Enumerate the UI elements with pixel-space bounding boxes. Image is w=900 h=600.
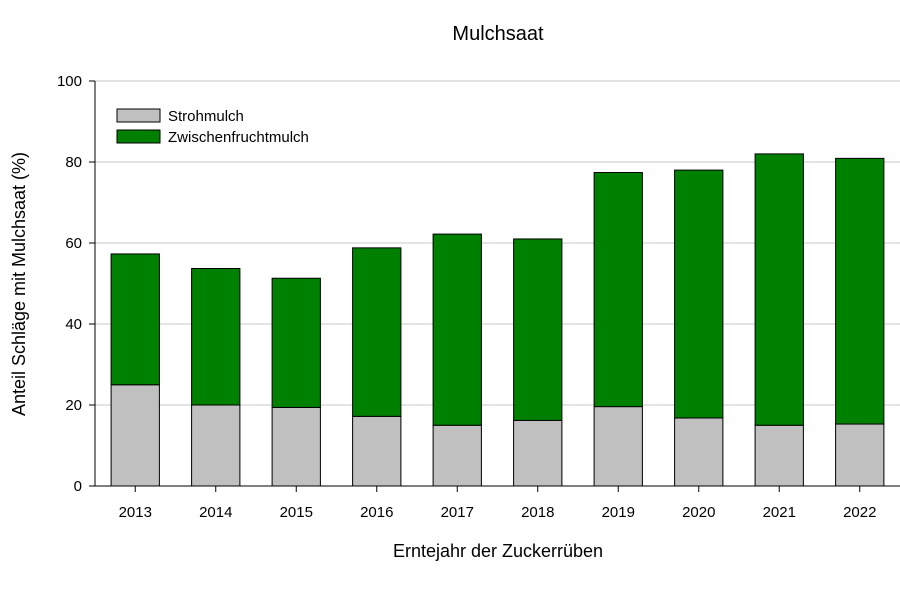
bar-zwischenfruchtmulch-2017 xyxy=(432,233,482,426)
y-tick-label: 100 xyxy=(57,73,82,90)
bar-strohmulch-2017 xyxy=(432,424,482,487)
y-tick-label: 20 xyxy=(65,397,82,414)
y-tick-label: 0 xyxy=(74,478,82,495)
y-tick-label: 80 xyxy=(65,154,82,171)
bar-zwischenfruchtmulch-2022 xyxy=(835,157,885,425)
bar-zwischenfruchtmulch-2020 xyxy=(674,169,724,419)
chart-title: Mulchsaat xyxy=(452,23,544,45)
bar-zwischenfruchtmulch-2015 xyxy=(271,277,321,408)
bar-strohmulch-2013 xyxy=(110,384,160,487)
bar-strohmulch-2015 xyxy=(271,406,321,487)
bar-strohmulch-2020 xyxy=(674,417,724,487)
legend-label-strohmulch: Strohmulch xyxy=(168,108,244,125)
x-tick-label: 2015 xyxy=(280,504,313,521)
bar-strohmulch-2014 xyxy=(191,404,241,487)
bar-strohmulch-2019 xyxy=(593,406,643,487)
bar-zwischenfruchtmulch-2021 xyxy=(754,153,804,426)
bar-zwischenfruchtmulch-2016 xyxy=(352,247,402,417)
x-tick-label: 2020 xyxy=(682,504,715,521)
y-tick-label: 40 xyxy=(65,316,82,333)
bars xyxy=(110,153,885,487)
x-axis-ticks: 2013 2014 2015 2016 2017 2018 2019 2020 2021 2022 xyxy=(119,486,876,521)
x-tick-label: 2013 xyxy=(119,504,152,521)
bar-zwischenfruchtmulch-2014 xyxy=(191,268,241,406)
x-tick-label: 2018 xyxy=(521,504,554,521)
x-tick-label: 2022 xyxy=(843,504,876,521)
x-tick-label: 2019 xyxy=(602,504,635,521)
bar-strohmulch-2022 xyxy=(835,423,885,487)
x-tick-label: 2016 xyxy=(360,504,393,521)
legend-swatch-strohmulch xyxy=(116,108,161,123)
legend: Strohmulch Zwischenfruchtmulch xyxy=(116,108,309,146)
x-tick-label: 2017 xyxy=(441,504,474,521)
legend-swatch-zwischenfruchtmulch xyxy=(116,129,161,144)
bar-strohmulch-2018 xyxy=(513,419,563,487)
legend-label-zwischenfruchtmulch: Zwischenfruchtmulch xyxy=(168,129,309,146)
bar-zwischenfruchtmulch-2018 xyxy=(513,238,563,421)
axes xyxy=(94,81,900,487)
y-axis-label: Anteil Schläge mit Mulchsaat (%) xyxy=(9,152,29,416)
bar-zwischenfruchtmulch-2019 xyxy=(593,172,643,408)
y-tick-label: 60 xyxy=(65,235,82,252)
x-tick-label: 2021 xyxy=(763,504,796,521)
x-tick-label: 2014 xyxy=(199,504,232,521)
y-axis-ticks: 0 20 40 60 80 100 xyxy=(57,73,95,495)
x-axis-label: Erntejahr der Zuckerrüben xyxy=(393,541,603,561)
bar-strohmulch-2021 xyxy=(754,424,804,487)
bar-zwischenfruchtmulch-2013 xyxy=(110,253,160,386)
bar-strohmulch-2016 xyxy=(352,415,402,487)
